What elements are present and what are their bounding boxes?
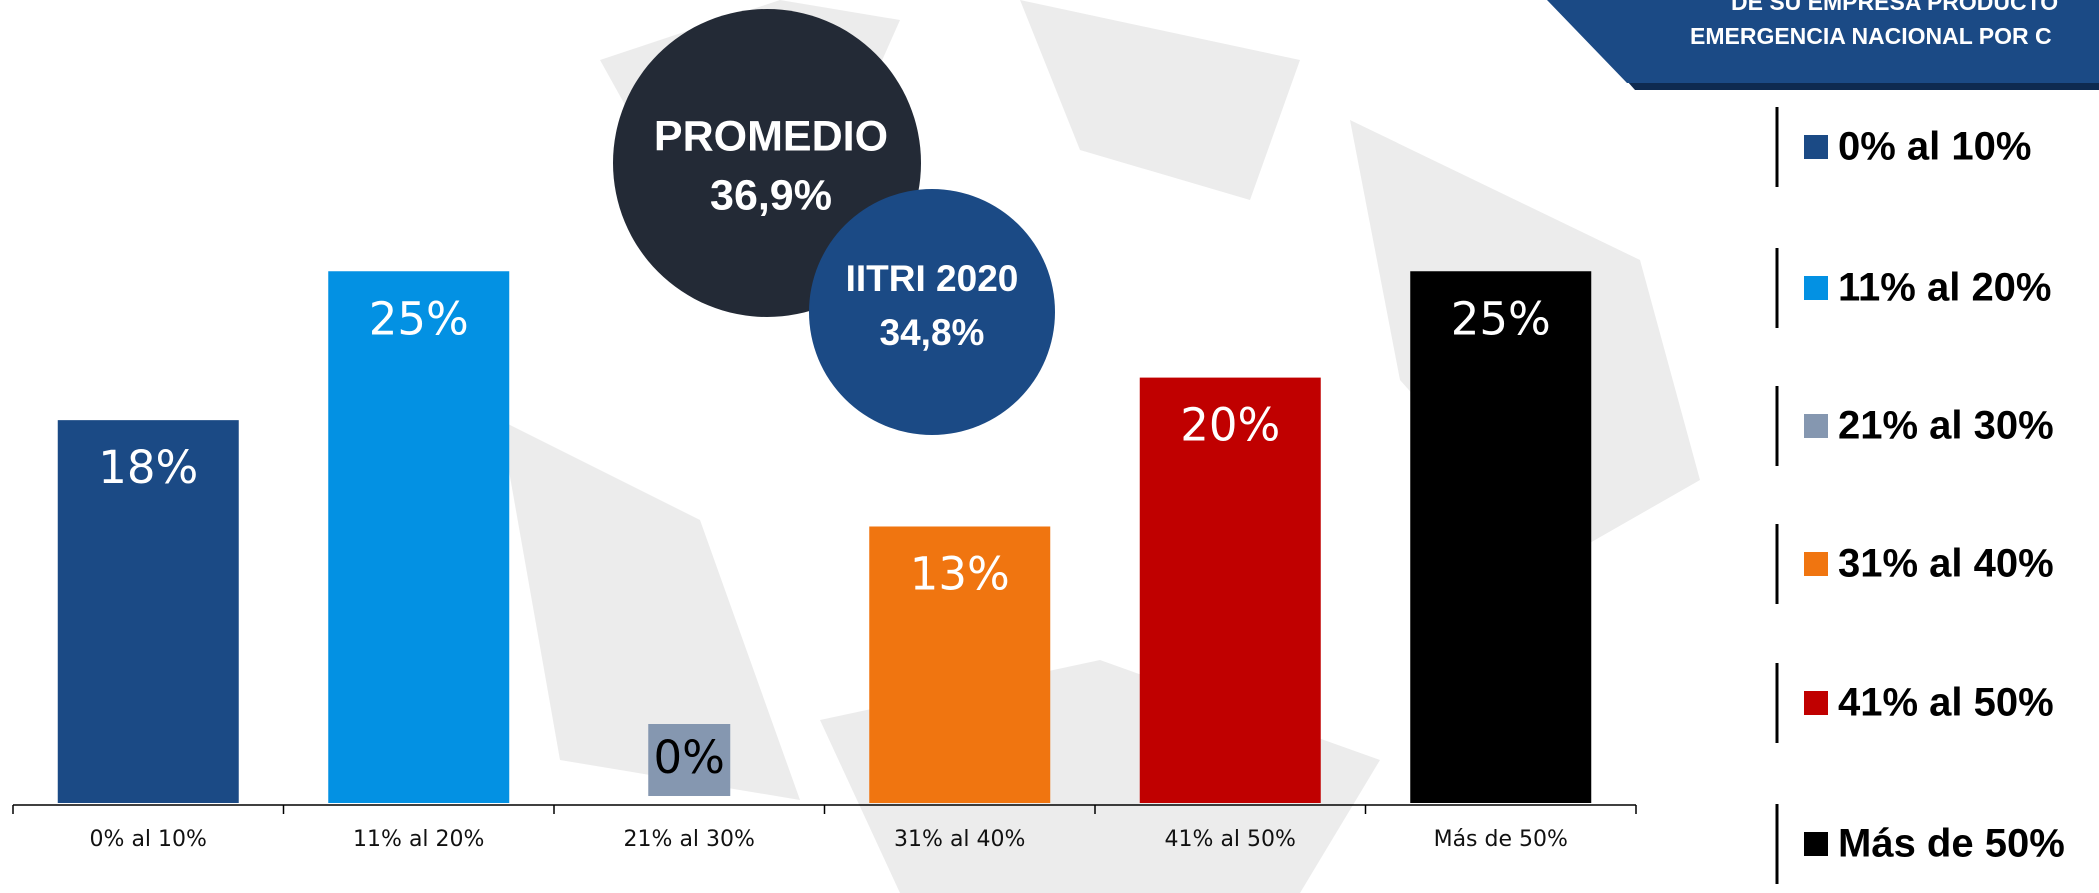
legend-swatch xyxy=(1804,832,1828,856)
legend-label: 11% al 20% xyxy=(1838,266,2052,310)
bar xyxy=(1410,271,1591,803)
x-tick-label: 41% al 50% xyxy=(1165,827,1296,852)
annotation-label: PROMEDIO xyxy=(654,112,888,160)
annotation-value: 36,9% xyxy=(710,171,832,219)
page: {"chart_data": {"type": "bar", "title_li… xyxy=(0,0,2099,893)
value-label: 18% xyxy=(98,441,198,494)
title-line: DE SU EMPRESA PRODUCTO xyxy=(1731,0,2058,15)
legend-label: 0% al 10% xyxy=(1838,125,2031,169)
x-tick-label: 0% al 10% xyxy=(90,827,207,852)
value-label: 25% xyxy=(1451,292,1551,345)
legend-label: 21% al 30% xyxy=(1838,404,2054,448)
value-label: 25% xyxy=(369,292,469,345)
legend-swatch xyxy=(1804,552,1828,576)
value-label: 13% xyxy=(910,547,1010,600)
bar xyxy=(328,271,509,803)
legend-swatch xyxy=(1804,691,1828,715)
watermark-shape xyxy=(1020,0,1300,200)
x-tick-label: 21% al 30% xyxy=(624,827,755,852)
value-label: 20% xyxy=(1180,399,1280,452)
x-tick-label: 31% al 40% xyxy=(894,827,1025,852)
annotation-value: 34,8% xyxy=(880,312,985,353)
value-label: 0% xyxy=(654,731,725,784)
chart: DE SU EMPRESA PRODUCTO EMERGENCIA NACION… xyxy=(0,0,2099,893)
legend-label: Más de 50% xyxy=(1838,822,2065,866)
legend-label: 41% al 50% xyxy=(1838,681,2054,725)
legend-label: 31% al 40% xyxy=(1838,542,2054,586)
annotation-label: IITRI 2020 xyxy=(846,258,1019,299)
legend-swatch xyxy=(1804,414,1828,438)
x-tick-label: 11% al 20% xyxy=(353,827,484,852)
legend-swatch xyxy=(1804,276,1828,300)
legend-swatch xyxy=(1804,135,1828,159)
x-tick-label: Más de 50% xyxy=(1434,827,1568,852)
title-line: EMERGENCIA NACIONAL POR C xyxy=(1690,23,2052,49)
title-banner: DE SU EMPRESA PRODUCTO EMERGENCIA NACION… xyxy=(1547,0,2099,90)
